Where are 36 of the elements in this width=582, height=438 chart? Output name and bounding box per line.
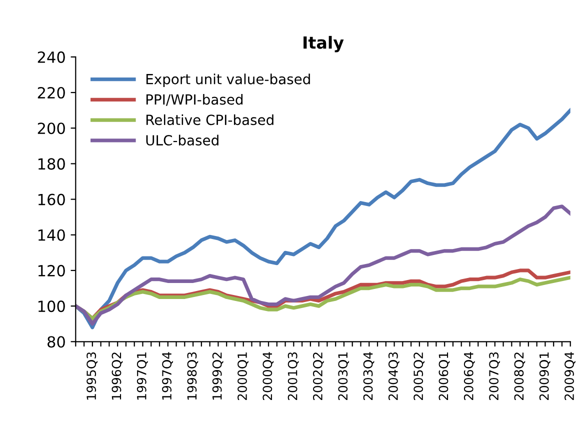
y-tick-label: 100: [38, 300, 65, 312]
x-tick-label: 2007Q3: [489, 352, 500, 400]
x-tick-label: 1999Q2: [212, 352, 224, 400]
x-tick-label: 2002Q2: [312, 352, 324, 400]
legend-label: ULC-based: [146, 134, 218, 146]
x-tick-label: 1997Q4: [162, 352, 173, 400]
x-tick-label: 2000Q1: [238, 352, 248, 400]
line-series: [76, 108, 570, 330]
x-tick-label: 2005Q2: [414, 352, 424, 400]
y-tick-label: 140: [38, 229, 65, 241]
x-tick-label: 2009Q1: [539, 352, 550, 400]
legend-label: Export unit value-based: [146, 74, 310, 88]
x-tick-label: 2008Q2: [514, 352, 526, 400]
y-tick-label: 220: [38, 86, 65, 99]
y-tick-label: 80: [48, 336, 65, 348]
y-tick-label: 200: [38, 122, 65, 134]
x-tick-label: 2006Q1: [438, 352, 450, 400]
x-tick-label: 1996Q2: [112, 352, 123, 400]
y-tick-label: 180: [38, 158, 65, 170]
x-tick-label: 2003Q4: [363, 352, 374, 400]
chart-title: Italy: [304, 36, 344, 52]
x-tick-label: 2009Q4: [564, 352, 576, 400]
x-tick-label: 2000Q4: [262, 352, 274, 400]
x-tick-label: 2001Q3: [288, 352, 299, 400]
x-tick-label: 2006Q4: [464, 352, 475, 400]
line-series: [76, 204, 570, 326]
y-tick-label: 240: [38, 51, 65, 63]
x-tick-label: 2004Q3: [388, 352, 400, 400]
legend-label: Relative CPI-based: [146, 114, 274, 126]
x-tick-label: 1998Q3: [187, 352, 198, 400]
x-tick-label: 1997Q1: [136, 352, 148, 400]
y-tick-label: 160: [38, 194, 65, 206]
y-tick-label: 120: [38, 264, 65, 276]
x-tick-label: 1995Q3: [86, 352, 98, 400]
x-tick-label: 2003Q1: [338, 352, 350, 400]
legend-label: PPI/WPI-based: [146, 94, 243, 106]
